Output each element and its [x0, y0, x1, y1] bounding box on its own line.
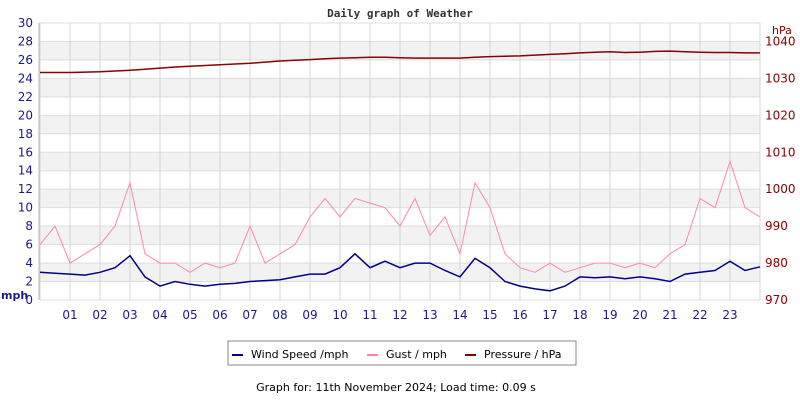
- left-tick-label: 20: [18, 108, 33, 122]
- left-tick-label: 18: [18, 127, 33, 141]
- x-tick-label: 09: [302, 308, 317, 322]
- series-line-pressure: [40, 50, 760, 74]
- x-tick-label: 14: [452, 308, 467, 322]
- left-tick-label: 30: [18, 16, 33, 30]
- series-line-wind: [39, 252, 761, 292]
- left-tick-label: 0: [25, 293, 33, 307]
- left-axis-label: mph: [1, 289, 28, 302]
- footer-text: Graph for: 11th November 2024; Load time…: [256, 381, 536, 394]
- series-line-gust: [39, 159, 761, 273]
- legend-gust: Gust / mph: [386, 348, 447, 361]
- x-tick-label: 22: [692, 308, 707, 322]
- x-tick-label: 15: [482, 308, 497, 322]
- left-tick-label: 2: [25, 275, 33, 289]
- x-tick-label: 07: [242, 308, 257, 322]
- x-tick-label: 19: [602, 308, 617, 322]
- right-tick-label: 1040: [765, 34, 796, 48]
- x-tick-label: 12: [392, 308, 407, 322]
- x-tick-label: 17: [542, 308, 557, 322]
- x-tick-label: 10: [332, 308, 347, 322]
- right-axis-label: hPa: [772, 24, 792, 37]
- left-tick-label: 6: [25, 238, 33, 252]
- x-tick-label: 23: [722, 308, 737, 322]
- x-tick-label: 11: [362, 308, 377, 322]
- left-tick-label: 14: [18, 164, 33, 178]
- x-tick-label: 13: [422, 308, 437, 322]
- legend-pressure: Pressure / hPa: [484, 348, 562, 361]
- x-tick-label: 01: [62, 308, 77, 322]
- x-tick-label: 05: [182, 308, 197, 322]
- right-tick-label: 1000: [765, 182, 796, 196]
- left-tick-label: 28: [18, 34, 33, 48]
- left-tick-label: 12: [18, 182, 33, 196]
- left-tick-label: 22: [18, 90, 33, 104]
- chart-title: Daily graph of Weather: [327, 7, 473, 20]
- x-tick-label: 18: [572, 308, 587, 322]
- x-tick-label: 06: [212, 308, 227, 322]
- right-tick-label: 980: [765, 256, 788, 270]
- left-tick-label: 24: [18, 71, 33, 85]
- x-tick-label: 21: [662, 308, 677, 322]
- left-tick-label: 16: [18, 145, 33, 159]
- x-tick-label: 02: [92, 308, 107, 322]
- legend-wind: Wind Speed /mph: [251, 348, 349, 361]
- left-tick-label: 10: [18, 201, 33, 215]
- right-tick-label: 1010: [765, 145, 796, 159]
- left-tick-label: 4: [25, 256, 33, 270]
- right-tick-label: 1020: [765, 108, 796, 122]
- legend: Wind Speed /mph Gust / mph Pressure / hP…: [227, 340, 577, 366]
- left-tick-label: 8: [25, 219, 33, 233]
- x-tick-label: 08: [272, 308, 287, 322]
- x-tick-label: 16: [512, 308, 527, 322]
- right-tick-label: 1030: [765, 71, 796, 85]
- right-tick-label: 990: [765, 219, 788, 233]
- x-tick-label: 03: [122, 308, 137, 322]
- x-tick-label: 04: [152, 308, 167, 322]
- x-tick-label: 20: [632, 308, 647, 322]
- left-tick-label: 26: [18, 53, 33, 67]
- right-tick-label: 970: [765, 293, 788, 307]
